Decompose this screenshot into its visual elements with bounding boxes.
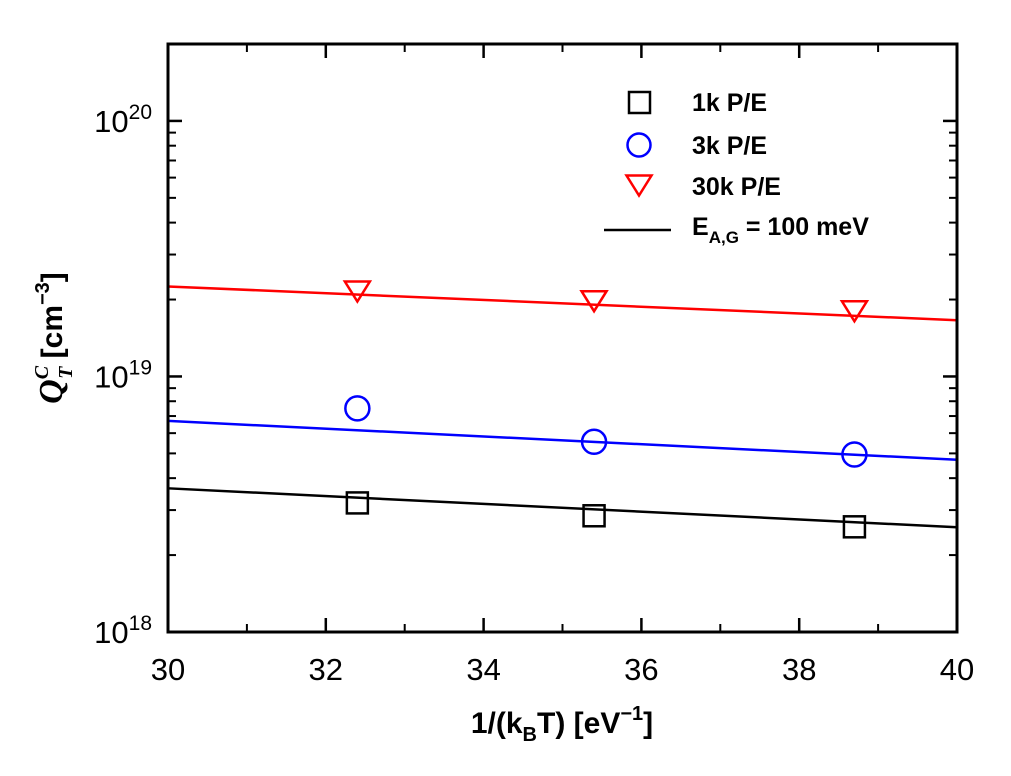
legend-label-fit-after: = 100 meV bbox=[739, 213, 869, 241]
data-point-circle bbox=[580, 428, 608, 456]
legend-label-fit-main: E bbox=[692, 213, 709, 241]
x-tick-label: 30 bbox=[151, 652, 185, 687]
y-tick-label-base: 10 bbox=[94, 359, 128, 394]
y-tick-label: 1019 bbox=[94, 356, 152, 394]
y-axis-title-symbol: Q bbox=[33, 379, 70, 404]
x-axis-title-sub: B bbox=[523, 724, 537, 746]
y-axis-title: QC T [cm−3] bbox=[31, 272, 77, 404]
fit-line bbox=[167, 419, 958, 462]
y-tick-label: 1020 bbox=[94, 101, 152, 139]
x-axis-title-sup: −1 bbox=[620, 703, 643, 725]
x-tick-label: 34 bbox=[466, 652, 500, 687]
x-axis-title-after: T) [eV bbox=[537, 707, 620, 740]
data-point-triangle bbox=[839, 299, 870, 324]
y-axis-title-sub: T bbox=[55, 366, 77, 379]
legend-label-30k: 30k P/E bbox=[692, 173, 781, 201]
data-point-triangle bbox=[342, 280, 373, 304]
legend-label-fit-sub: A,G bbox=[709, 228, 739, 247]
y-axis-title-sup: C bbox=[31, 365, 53, 379]
fit-line bbox=[167, 285, 958, 322]
y-tick-label-base: 10 bbox=[94, 615, 128, 650]
legend-label-3k: 3k P/E bbox=[692, 132, 767, 160]
plot-frame bbox=[166, 42, 959, 634]
x-tick-label: 40 bbox=[940, 652, 974, 687]
x-tick-label: 36 bbox=[624, 652, 658, 687]
legend-marker-circle bbox=[626, 132, 652, 158]
y-axis-title-unit-sup: −3 bbox=[32, 282, 54, 305]
x-tick-label: 32 bbox=[309, 652, 343, 687]
y-tick-label: 1018 bbox=[94, 612, 152, 650]
data-point-circle bbox=[841, 441, 868, 468]
data-point-square bbox=[345, 491, 370, 515]
x-axis-title: 1/(kBT) [eV−1] bbox=[471, 703, 653, 746]
data-point-circle bbox=[344, 395, 371, 422]
fit-line bbox=[167, 487, 958, 529]
y-tick-label-exp: 20 bbox=[129, 101, 152, 124]
x-axis-title-close: ] bbox=[643, 707, 653, 740]
y-axis-title-unit-open: [cm bbox=[36, 305, 69, 367]
legend: 1k P/E 3k P/E 30k P/E EA,G = 100 meV bbox=[604, 89, 869, 247]
y-tick-label-base: 10 bbox=[94, 104, 128, 139]
y-tick-label-exp: 18 bbox=[129, 612, 152, 635]
legend-label-1k: 1k P/E bbox=[692, 89, 767, 117]
data-point-square bbox=[582, 504, 606, 528]
y-tick-label-exp: 19 bbox=[129, 356, 152, 379]
legend-marker-triangle bbox=[624, 174, 654, 198]
data-point-triangle bbox=[579, 289, 609, 314]
data-point-square bbox=[842, 515, 867, 539]
x-axis-title-main: 1/(k bbox=[471, 707, 523, 740]
legend-label-fit: EA,G = 100 meV bbox=[692, 213, 869, 247]
x-tick-label: 38 bbox=[782, 652, 816, 687]
legend-marker-square bbox=[627, 90, 652, 115]
y-axis-title-unit-close: ] bbox=[36, 272, 69, 282]
